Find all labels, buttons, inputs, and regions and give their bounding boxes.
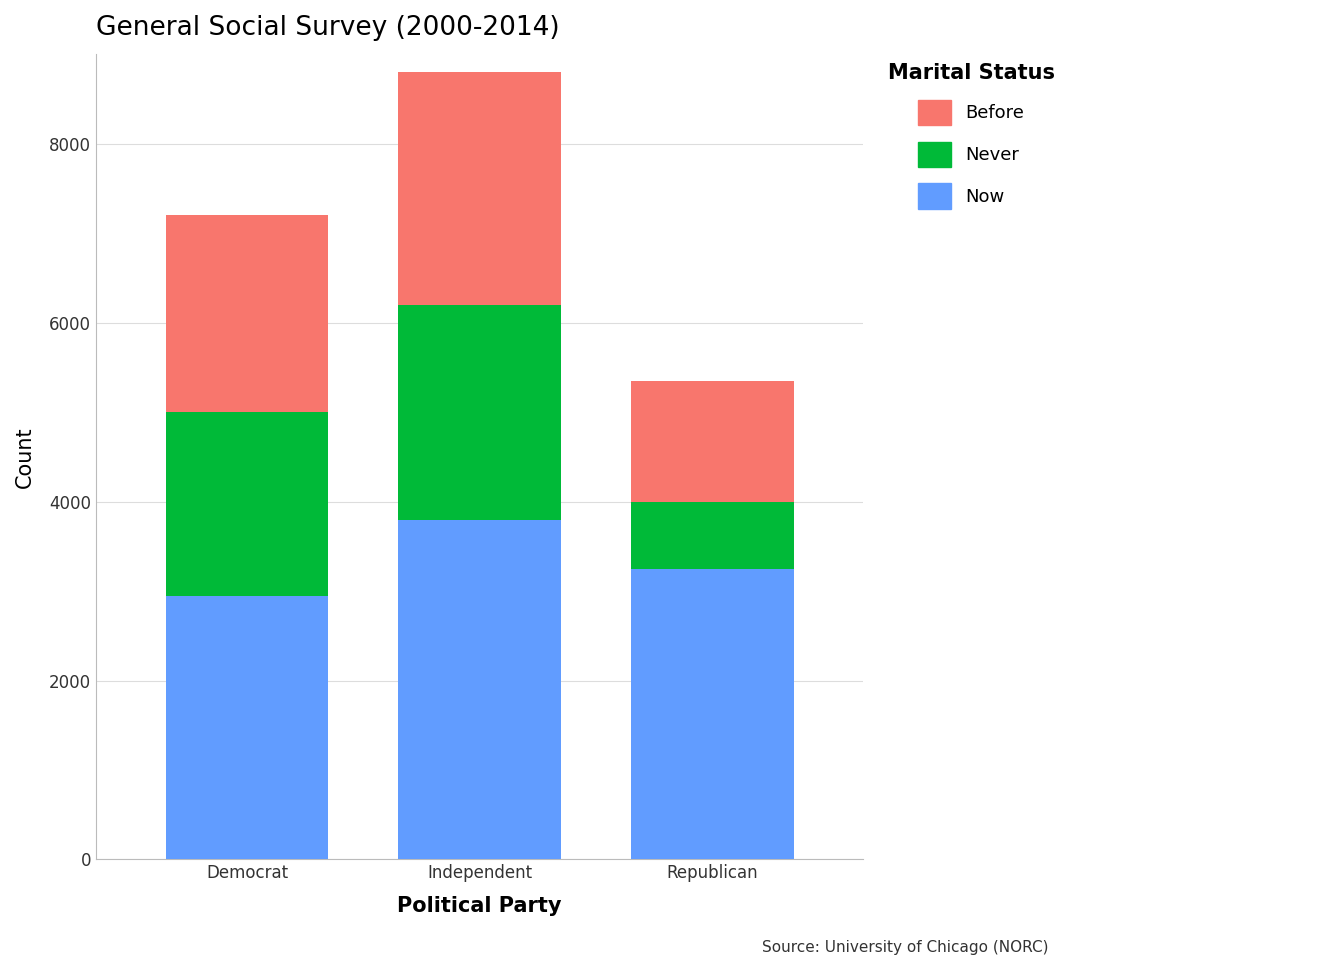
- Bar: [398, 72, 560, 305]
- Bar: [398, 305, 560, 519]
- Bar: [630, 502, 793, 568]
- Bar: [165, 595, 328, 859]
- Text: Source: University of Chicago (NORC): Source: University of Chicago (NORC): [762, 940, 1048, 955]
- Legend: Before, Never, Now: Before, Never, Now: [888, 63, 1055, 209]
- Bar: [630, 568, 793, 859]
- Text: General Social Survey (2000-2014): General Social Survey (2000-2014): [95, 15, 559, 41]
- Bar: [165, 215, 328, 412]
- X-axis label: Political Party: Political Party: [398, 897, 562, 916]
- Bar: [630, 381, 793, 502]
- Y-axis label: Count: Count: [15, 426, 35, 488]
- Bar: [398, 519, 560, 859]
- Bar: [165, 412, 328, 595]
